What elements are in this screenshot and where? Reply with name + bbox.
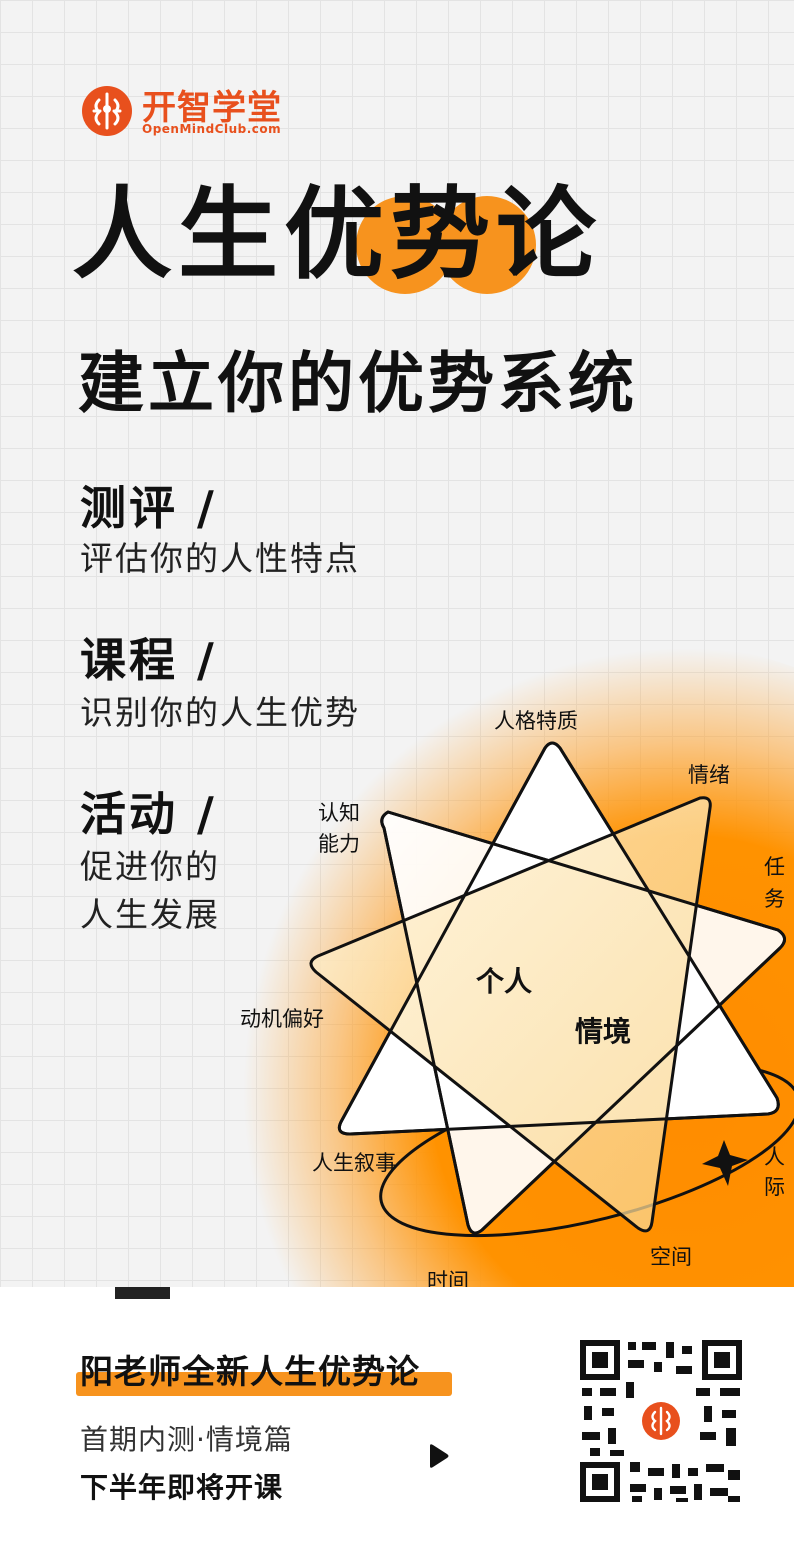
- label-cognition-2: 能力: [318, 832, 360, 856]
- qr-code[interactable]: [576, 1336, 746, 1506]
- section-text-assessment: 评估你的人性特点: [80, 539, 360, 578]
- section-heading-assessment: 测评 /: [80, 481, 217, 535]
- label-task-1: 任: [764, 855, 785, 879]
- title-orange-circle-left: [356, 196, 454, 294]
- footer-line-2: 下半年即将开课: [80, 1471, 284, 1504]
- label-motivation: 动机偏好: [240, 1007, 324, 1031]
- star-burst-icon: [702, 1140, 748, 1186]
- label-task-2: 务: [764, 887, 785, 911]
- label-space: 空间: [650, 1245, 692, 1269]
- label-interpersonal-2: 际: [764, 1175, 785, 1199]
- label-cognition-1: 认知: [318, 801, 360, 825]
- cta-highlight: [76, 1372, 452, 1396]
- footer-tab-marker: [115, 1287, 170, 1299]
- footer-cta: 阳老师全新人生优势论: [80, 1352, 420, 1391]
- section-text-activity-1: 促进你的: [80, 847, 220, 886]
- footer-line-1: 首期内测·情境篇: [80, 1423, 293, 1456]
- section-text-course: 识别你的人生优势: [80, 693, 360, 732]
- label-center-context: 情境: [575, 1015, 632, 1048]
- brain-logo-icon: [82, 86, 132, 136]
- label-personality: 人格特质: [494, 709, 578, 733]
- brand-name-cn: 开智学堂: [142, 88, 282, 128]
- label-interpersonal-1: 人: [764, 1145, 785, 1169]
- brand-name-en: OpenMindClub.com: [142, 122, 282, 136]
- play-arrow-icon[interactable]: [426, 1443, 450, 1469]
- label-center-person: 个人: [476, 965, 533, 998]
- label-narrative: 人生叙事: [312, 1151, 396, 1175]
- page-subtitle: 建立你的优势系统: [78, 345, 638, 422]
- page-title: 人生优势论: [72, 176, 602, 293]
- title-orange-circle-right: [438, 196, 536, 294]
- label-emotion: 情绪: [688, 763, 730, 787]
- section-text-activity-2: 人生发展: [80, 895, 220, 934]
- section-heading-activity: 活动 /: [80, 787, 217, 841]
- section-heading-course: 课程 /: [80, 633, 217, 687]
